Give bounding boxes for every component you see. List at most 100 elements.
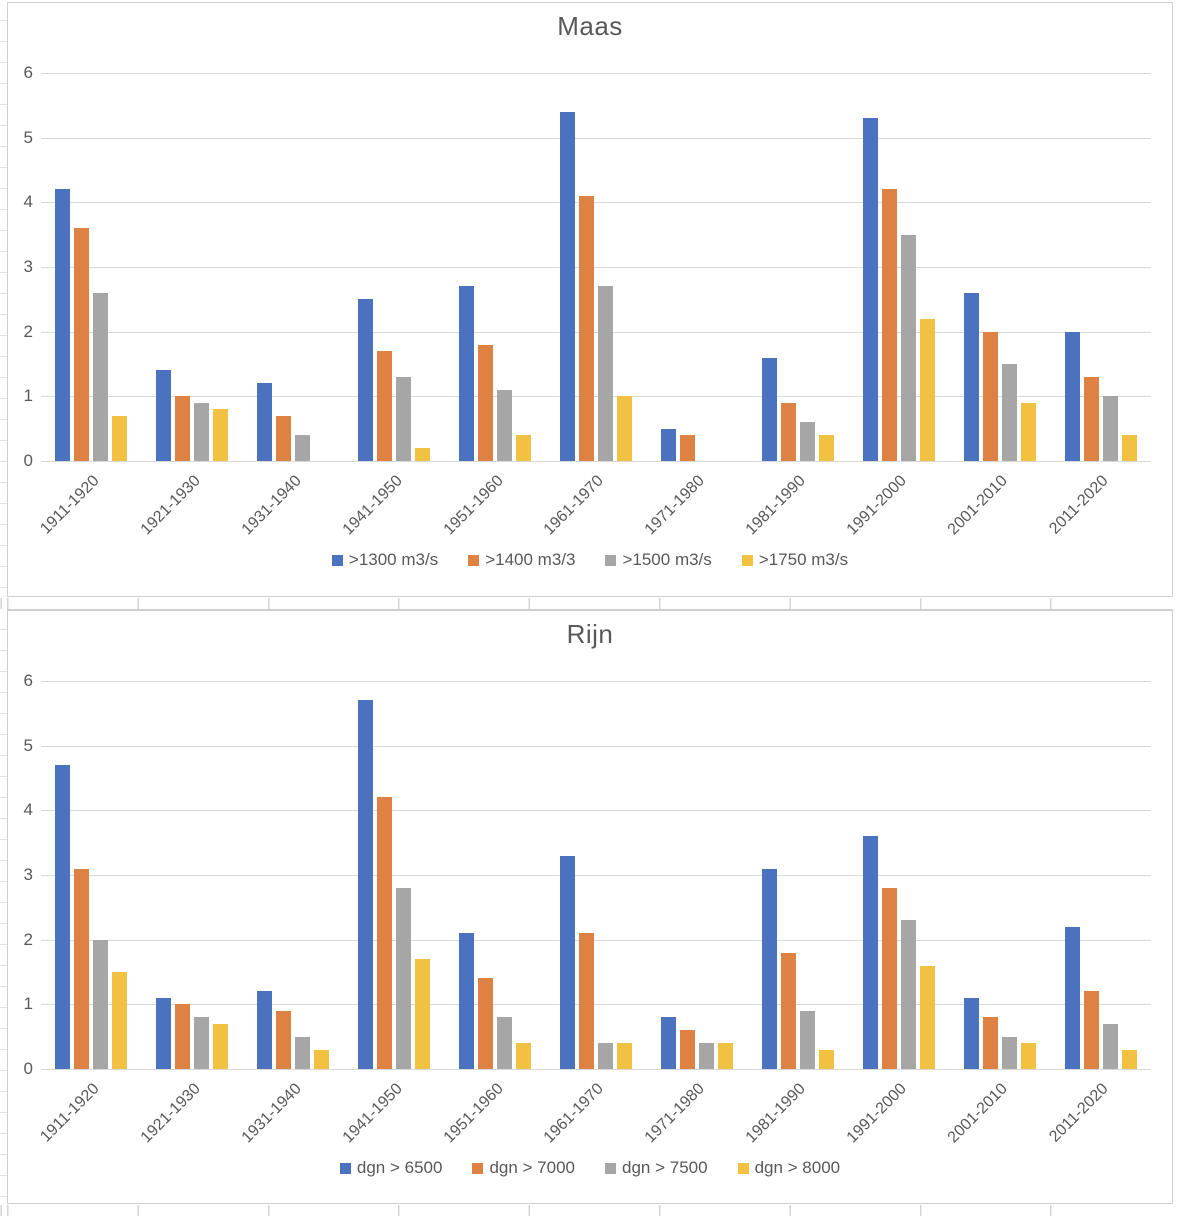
bar — [660, 1017, 676, 1069]
bar — [377, 797, 393, 1069]
bar — [497, 389, 513, 461]
bar — [780, 952, 796, 1069]
bar — [156, 370, 172, 461]
bar — [982, 331, 998, 461]
bar-group — [142, 681, 243, 1069]
legend-swatch — [605, 1162, 616, 1174]
x-tick-label: 1931-1940 — [238, 1080, 305, 1147]
bar — [1020, 1043, 1036, 1069]
bar-group — [243, 73, 344, 461]
y-tick-label: 6 — [23, 671, 33, 690]
bar — [377, 351, 393, 461]
bar-group — [445, 681, 546, 1069]
bar — [112, 415, 128, 461]
bar — [55, 189, 71, 461]
gridline — [41, 202, 1151, 204]
bar-group — [848, 681, 949, 1069]
legend-label: >1750 m3/s — [758, 550, 849, 569]
legend-swatch — [741, 554, 753, 566]
bar-group — [445, 73, 546, 461]
y-tick-label: 6 — [23, 63, 33, 82]
x-tick-label: 2001-2010 — [944, 1080, 1011, 1147]
x-tick-label: 1961-1970 — [541, 1080, 608, 1147]
bar — [761, 868, 777, 1069]
legend-item: dgn > 7500 — [605, 1159, 708, 1177]
gridline — [41, 875, 1151, 876]
bar-group — [949, 73, 1050, 461]
bar — [314, 1049, 330, 1069]
bar — [156, 997, 172, 1069]
gridline — [41, 267, 1151, 268]
legend-swatch — [605, 554, 617, 566]
bar — [295, 1036, 311, 1069]
bar — [616, 1043, 632, 1069]
bar — [799, 422, 815, 461]
legend-label: dgn > 6500 — [356, 1158, 443, 1177]
bar — [1001, 364, 1017, 461]
y-tick-label: 0 — [23, 451, 33, 470]
legend-swatch — [472, 1162, 484, 1174]
x-tick-label: 2011-2020 — [1046, 1080, 1112, 1146]
y-tick-label: 0 — [23, 1059, 33, 1078]
gridline — [41, 810, 1151, 812]
legend-swatch — [331, 554, 343, 566]
legend-item: dgn > 7000 — [472, 1159, 575, 1177]
y-tick-label: 4 — [23, 192, 33, 212]
x-tick-label: 2001-2010 — [944, 472, 1011, 539]
bar — [1064, 926, 1080, 1069]
bar — [55, 765, 71, 1069]
x-tick-label: 1951-1960 — [440, 1080, 507, 1147]
bar — [1064, 331, 1080, 461]
y-tick-label: 4 — [23, 800, 33, 820]
bar — [578, 933, 594, 1069]
bar — [1001, 1036, 1017, 1069]
x-tick-label: 1971-1980 — [642, 1080, 709, 1147]
y-tick-label: 1 — [23, 386, 33, 406]
bar — [982, 1017, 998, 1069]
x-axis-line — [41, 1069, 1151, 1070]
gridline — [41, 1004, 1151, 1006]
plot-area: 0 1 2 3 4 5 6 1911-1920 1921-1930 1931-1940 1941-1… — [24, 672, 1151, 1146]
bar — [257, 383, 273, 461]
bar-group — [747, 73, 848, 461]
bar — [516, 435, 532, 461]
chart-title: Rijn — [566, 619, 614, 649]
maas-chart-panel: Maas 0 1 2 3 4 5 6 1911-1920 1921-1930 1931-1940 1… — [7, 2, 1173, 597]
gridline — [41, 396, 1151, 398]
x-tick-label: 1991-2000 — [843, 472, 911, 539]
bar — [900, 234, 916, 461]
bar-group — [344, 681, 445, 1069]
plot-area: 0 1 2 3 4 5 6 1911-1920 1921-1930 1931-1940 1941-1… — [24, 64, 1151, 538]
legend-item: dgn > 6500 — [339, 1158, 443, 1177]
gridline — [41, 73, 1151, 74]
bar — [478, 344, 494, 461]
bar — [862, 118, 878, 461]
bar — [396, 887, 412, 1069]
legend-item: dgn > 8000 — [737, 1158, 841, 1177]
bar — [1121, 1049, 1137, 1069]
legend-label: dgn > 8000 — [754, 1158, 841, 1177]
bar — [358, 299, 374, 461]
x-tick-label: 1931-1940 — [238, 472, 305, 539]
bar — [919, 965, 935, 1069]
sheet-row-between-charts — [0, 598, 1180, 609]
x-tick-label: 1981-1990 — [743, 472, 810, 539]
x-tick-label: 1911-1920 — [37, 1080, 103, 1146]
bar — [1083, 376, 1099, 461]
bar — [459, 286, 475, 461]
bar — [881, 189, 897, 461]
bar — [717, 1043, 733, 1069]
bar — [175, 396, 191, 461]
bar-group — [243, 681, 344, 1069]
bar — [194, 402, 210, 461]
bar — [780, 402, 796, 461]
bar — [597, 1043, 613, 1069]
bar-group — [546, 73, 647, 461]
legend-item: >1500 m3/s — [605, 551, 712, 569]
bar-group — [344, 73, 445, 461]
bar — [679, 435, 695, 461]
bar — [295, 435, 311, 461]
bar — [761, 357, 777, 461]
bar — [881, 887, 897, 1069]
bar-group — [848, 73, 949, 461]
